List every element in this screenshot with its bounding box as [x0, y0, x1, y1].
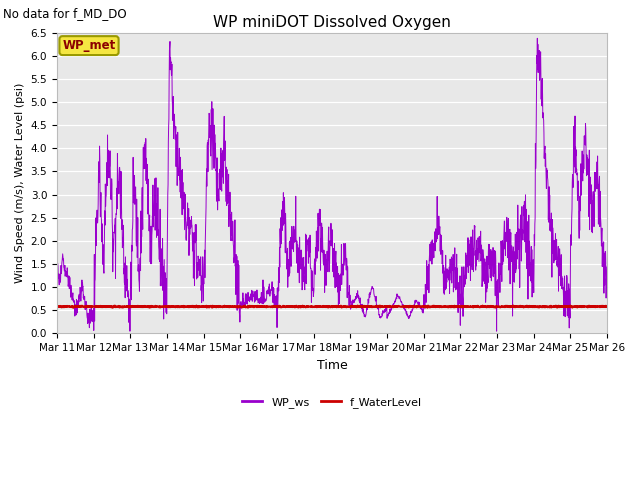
f_WaterLevel: [306, 303, 314, 309]
X-axis label: Time: Time: [317, 359, 348, 372]
WP_ws: [603, 264, 611, 270]
WP_ws: [321, 289, 328, 295]
Text: WP_met: WP_met: [63, 39, 116, 52]
WP_ws: [588, 184, 595, 190]
Line: WP_ws: WP_ws: [57, 38, 607, 331]
WP_ws: [53, 239, 61, 245]
f_WaterLevel: [588, 303, 595, 309]
Title: WP miniDOT Dissolved Oxygen: WP miniDOT Dissolved Oxygen: [213, 15, 451, 30]
WP_ws: [81, 306, 89, 312]
f_WaterLevel: [588, 303, 595, 309]
f_WaterLevel: [603, 303, 611, 309]
Text: No data for f_MD_DO: No data for f_MD_DO: [3, 7, 127, 20]
f_WaterLevel: [81, 304, 89, 310]
f_WaterLevel: [509, 302, 517, 308]
WP_ws: [126, 328, 134, 334]
WP_ws: [534, 36, 541, 41]
Y-axis label: Wind Speed (m/s), Water Level (psi): Wind Speed (m/s), Water Level (psi): [15, 83, 25, 283]
f_WaterLevel: [486, 304, 494, 310]
WP_ws: [486, 275, 494, 280]
f_WaterLevel: [321, 304, 328, 310]
Line: f_WaterLevel: f_WaterLevel: [57, 305, 607, 308]
WP_ws: [588, 204, 595, 209]
WP_ws: [306, 232, 314, 238]
f_WaterLevel: [70, 305, 77, 311]
f_WaterLevel: [53, 304, 61, 310]
Legend: WP_ws, f_WaterLevel: WP_ws, f_WaterLevel: [238, 392, 426, 412]
